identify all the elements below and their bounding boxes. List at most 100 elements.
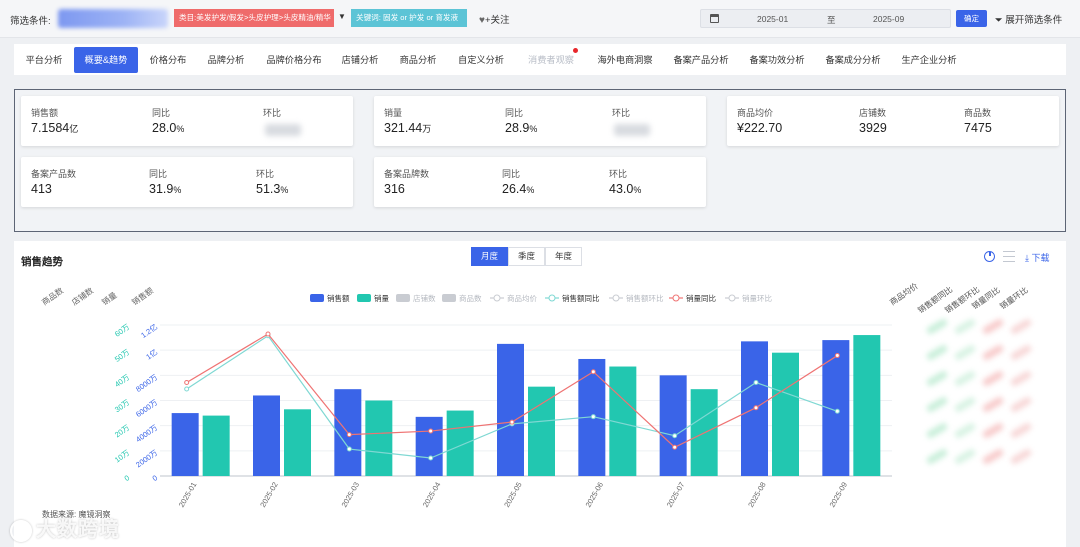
sales-yoy-point: [184, 386, 190, 392]
filter-bar: 筛选条件: 类目:美发护发/假发>头皮护理>头皮精油/精华 ▼ 关键词: 固发 …: [0, 0, 1080, 38]
volume-yoy-point: [753, 405, 759, 411]
tab-manufacturer[interactable]: 生产企业分析: [901, 55, 957, 65]
new-dot: [573, 48, 578, 53]
registered-products-mom-number: 51.3: [256, 182, 281, 196]
legend-swatch: [396, 294, 410, 302]
volume-yoy-value: 28.9%: [505, 121, 537, 135]
tab-brand[interactable]: 品牌分析: [207, 55, 245, 65]
period-quarter-button[interactable]: 季度: [508, 247, 546, 266]
volume-yoy-unit: %: [529, 124, 538, 134]
period-month-button[interactable]: 月度: [471, 247, 509, 266]
volume-bar: [202, 415, 230, 476]
sales-axis-tick: 0: [151, 473, 160, 483]
volume-axis-tick: 20万: [113, 423, 132, 440]
follow-label: +关注: [484, 15, 510, 26]
download-icon: ⤓: [1025, 253, 1029, 263]
tab-consumer[interactable]: 消费者观察: [528, 55, 574, 65]
x-axis-tick: 2025-04: [421, 481, 443, 509]
confirm-button[interactable]: 确定: [956, 10, 987, 27]
tab-registered-ingredients[interactable]: 备案成分分析: [825, 55, 881, 65]
sales-axis-tick: 1亿: [144, 346, 160, 361]
chart-view-icon[interactable]: [984, 251, 995, 262]
tab-store[interactable]: 店铺分析: [341, 55, 379, 65]
date-range-picker[interactable]: 2025-01 至 2025-09: [700, 9, 951, 28]
x-axis-tick: 2025-09: [828, 481, 850, 509]
watermark: 大数跨境: [10, 513, 120, 542]
sales-label: 销售额: [31, 108, 59, 118]
tab-registered-efficacy[interactable]: 备案功效分析: [749, 55, 805, 65]
section-title: 销售趋势: [21, 256, 63, 268]
category-filter-chip[interactable]: 类目:美发护发/假发>头皮护理>头皮精油/精华: [174, 9, 334, 27]
filter-icon: ⏷: [995, 15, 1003, 26]
sales-value: 7.1584亿: [31, 121, 78, 135]
registered-brands-label: 备案品牌数: [384, 169, 430, 179]
x-axis-tick: 2025-05: [502, 481, 524, 509]
legend-label: 商品均价: [507, 293, 537, 303]
tab-product[interactable]: 商品分析: [399, 55, 437, 65]
avg-price-value: ¥222.70: [737, 121, 783, 135]
volume-yoy-point: [834, 353, 840, 359]
sales-yoy-value: 28.0%: [152, 121, 184, 135]
avg-price-label: 商品均价: [737, 108, 774, 118]
registered-products-mom-label: 环比: [256, 169, 275, 179]
registered-brands-yoy-label: 同比: [502, 169, 521, 179]
volume-mom-label: 环比: [612, 108, 631, 118]
filter-label: 筛选条件:: [10, 16, 51, 27]
download-button[interactable]: ⤓ 下载: [1025, 251, 1050, 264]
watermark-logo-icon: [10, 519, 32, 542]
volume-axis-tick: 30万: [113, 397, 132, 414]
tab-price-distribution[interactable]: 价格分布: [149, 55, 187, 65]
period-year-button[interactable]: 年度: [545, 247, 583, 266]
registered-products-yoy-number: 31.9: [149, 182, 174, 196]
account-selector[interactable]: [58, 9, 168, 28]
sales-axis-tick: 6000万: [134, 397, 159, 419]
sales-axis-tick: 4000万: [134, 423, 159, 445]
volume-bar: [772, 352, 799, 476]
items-value: 7475: [964, 121, 992, 135]
items-label: 商品数: [964, 108, 992, 118]
volume-yoy-point: [672, 444, 678, 450]
volume-label: 销量: [384, 108, 403, 118]
legend-swatch: [310, 294, 324, 302]
volume-yoy-point: [346, 432, 352, 438]
tab-brand-price[interactable]: 品牌价格分布: [266, 55, 322, 65]
tab-platform[interactable]: 平台分析: [25, 55, 63, 65]
sales-card: 销售额 7.1584亿 同比 28.0% 环比: [21, 96, 353, 146]
sales-axis-tick: 1.2亿: [139, 321, 160, 340]
x-axis-tick: 2025-01: [177, 481, 199, 509]
registered-brands-yoy-value: 26.4%: [502, 182, 534, 196]
follow-button[interactable]: ♥+关注: [479, 12, 510, 26]
volume-bar: [446, 410, 474, 476]
registered-brands-mom-unit: %: [633, 185, 642, 195]
sales-trend-section: 销售趋势 月度 季度 年度 ⤓ 下载 商品数 店铺数 销量 销售额 商品均价 销…: [14, 241, 1066, 547]
registered-brands-mom-label: 环比: [609, 169, 628, 179]
sales-yoy-point: [428, 455, 434, 461]
tab-overview-trend[interactable]: 概要&趋势: [74, 47, 138, 73]
registered-products-card: 备案产品数 413 同比 31.9% 环比 51.3%: [21, 157, 353, 207]
expand-filter-button[interactable]: ⏷ 展开筛选条件: [995, 12, 1062, 26]
table-view-icon[interactable]: [1003, 251, 1015, 262]
keyword-filter-chip[interactable]: 关键词: 固发 or 护发 or 育发液: [351, 9, 467, 27]
tab-overseas-ecommerce[interactable]: 海外电商洞察: [597, 55, 653, 65]
sales-axis-tick: 2000万: [134, 448, 159, 470]
volume-axis-tick: 0: [123, 473, 132, 483]
volume-yoy-label: 同比: [505, 108, 524, 118]
legend-swatch-point: [612, 294, 620, 302]
sales-axis-tick: 8000万: [134, 372, 159, 394]
tab-registered-products[interactable]: 备案产品分析: [673, 55, 729, 65]
volume-card: 销量 321.44万 同比 28.9% 环比: [374, 96, 706, 146]
legend-swatch-point: [728, 294, 736, 302]
sales-yoy-point: [672, 433, 678, 439]
chevron-down-icon[interactable]: ▼: [338, 12, 346, 21]
volume-mom-redacted: [614, 124, 650, 136]
legend-swatch: [442, 294, 456, 302]
sales-bar: [171, 413, 199, 476]
registered-brands-mom-number: 43.0: [609, 182, 634, 196]
sales-bar: [659, 375, 687, 476]
registered-products-label: 备案产品数: [31, 169, 77, 179]
expand-filter-label: 展开筛选条件: [1005, 15, 1063, 26]
calendar-icon: [710, 14, 719, 23]
tab-custom[interactable]: 自定义分析: [458, 55, 504, 65]
sales-yoy-point: [590, 414, 596, 420]
volume-bar: [528, 386, 555, 476]
